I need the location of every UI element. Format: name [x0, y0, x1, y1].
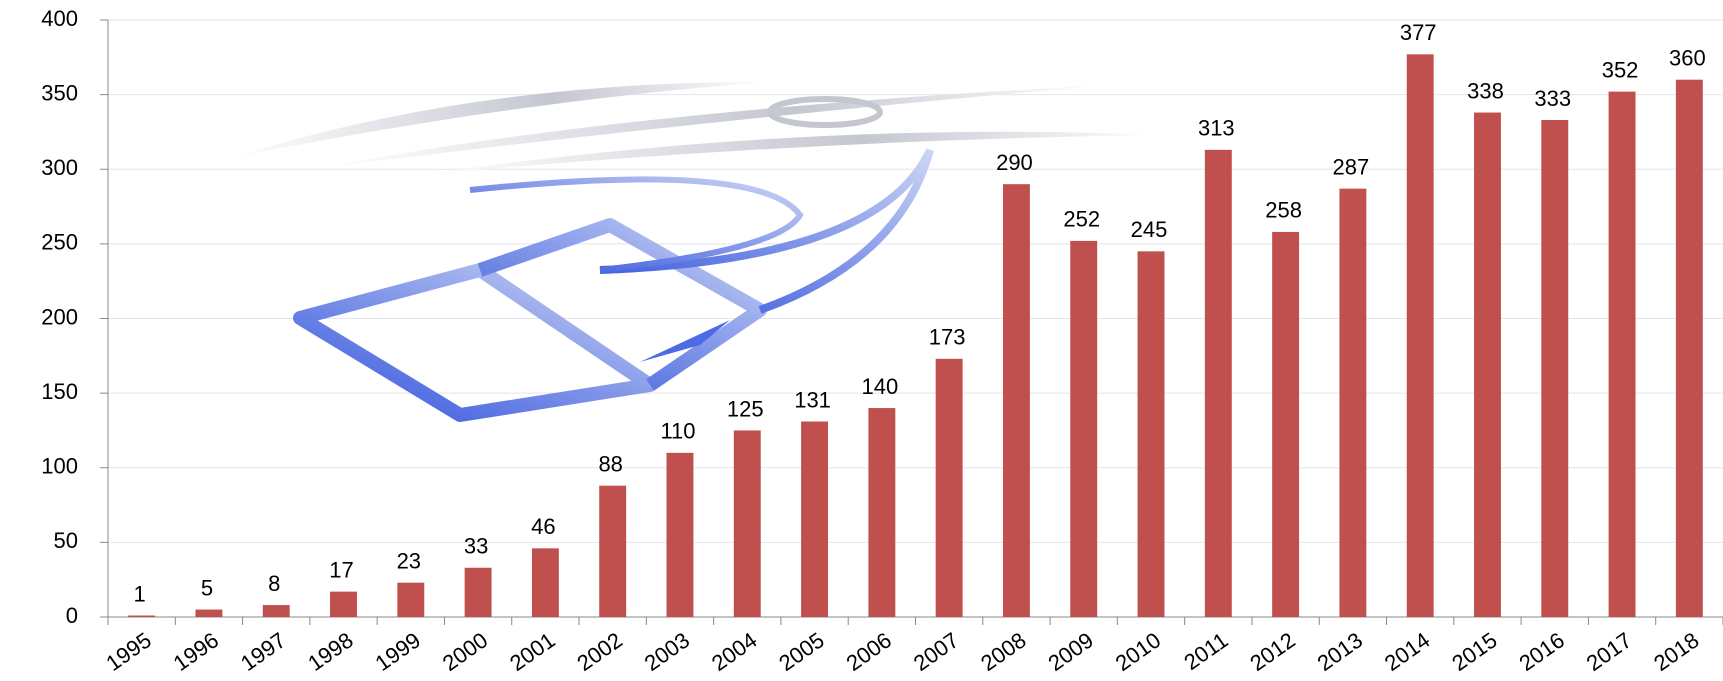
x-tick-label: 2017: [1582, 627, 1636, 676]
y-tick-label: 350: [41, 80, 78, 105]
x-tick-label: 2012: [1245, 627, 1299, 676]
data-label: 17: [329, 557, 353, 582]
data-label: 8: [268, 571, 280, 596]
data-label: 131: [794, 387, 831, 412]
data-label: 245: [1131, 217, 1168, 242]
bar: [801, 421, 829, 617]
x-tick-label: 2009: [1043, 627, 1097, 676]
bar: [531, 548, 559, 617]
data-label: 125: [727, 396, 764, 421]
bar: [262, 605, 290, 617]
bar: [330, 591, 357, 617]
bar: [733, 430, 761, 617]
y-tick-label: 300: [41, 155, 78, 180]
x-tick-label: 2003: [640, 627, 694, 676]
data-label: 173: [929, 325, 966, 350]
x-tick-label: 1995: [101, 627, 155, 676]
x-tick-label: 2011: [1179, 627, 1232, 675]
x-tick-label: 2013: [1313, 627, 1367, 676]
data-label: 352: [1602, 57, 1639, 82]
data-label: 252: [1063, 207, 1100, 232]
bar: [195, 609, 223, 617]
bar: [1675, 79, 1703, 617]
bar: [1474, 112, 1501, 617]
watermark-logo: [230, 81, 1160, 422]
y-tick-label: 250: [41, 230, 78, 255]
data-label: 313: [1198, 116, 1235, 141]
x-tick-label: 1998: [303, 627, 357, 676]
x-tick-label: 2010: [1111, 627, 1165, 676]
x-tick-label: 2008: [976, 627, 1030, 676]
bar: [1272, 231, 1300, 617]
x-tick-label: 2018: [1649, 627, 1703, 676]
data-label: 287: [1333, 154, 1370, 179]
data-label: 290: [996, 150, 1033, 175]
data-label: 33: [464, 534, 488, 559]
x-tick-label: 1997: [236, 627, 290, 676]
bar: [1137, 251, 1165, 617]
data-label: 23: [397, 548, 421, 573]
y-tick-label: 150: [41, 379, 78, 404]
x-tick-label: 2006: [842, 627, 896, 676]
bar: [1608, 91, 1636, 617]
bar: [1339, 188, 1367, 617]
data-label: 338: [1467, 78, 1504, 103]
data-label: 110: [660, 419, 695, 444]
x-tick-label: 2015: [1447, 627, 1501, 676]
data-label: 140: [861, 374, 898, 399]
bar: [1406, 54, 1434, 617]
x-tick-label: 2001: [505, 627, 559, 676]
data-label: 46: [531, 514, 555, 539]
x-tick-label: 1999: [371, 627, 425, 676]
bar: [599, 485, 627, 617]
bar: [935, 358, 963, 617]
data-label: 333: [1534, 86, 1571, 111]
x-tick-label: 2007: [909, 627, 963, 676]
bar: [666, 452, 694, 617]
y-tick-label: 0: [66, 603, 78, 628]
x-tick-label: 2005: [774, 627, 828, 676]
data-label: 88: [598, 451, 622, 476]
data-label: 377: [1400, 20, 1437, 45]
bar: [397, 582, 425, 617]
data-label: 258: [1265, 198, 1302, 223]
x-tick-label: 2004: [707, 627, 761, 676]
x-tick-label: 2000: [438, 627, 492, 676]
y-tick-label: 200: [41, 304, 78, 329]
x-tick-label: 2002: [572, 627, 626, 676]
y-tick-label: 400: [41, 6, 78, 31]
y-tick-label: 100: [41, 454, 78, 479]
bar: [128, 615, 156, 617]
bar: [1070, 240, 1098, 617]
bar: [1541, 119, 1569, 617]
data-label: 5: [201, 575, 213, 600]
bar: [1002, 184, 1030, 618]
data-label: 1: [134, 581, 146, 606]
x-tick-label: 2014: [1380, 627, 1434, 676]
bar: [464, 567, 492, 617]
y-tick-label: 50: [54, 528, 78, 553]
data-label: 360: [1669, 46, 1706, 71]
bar: [868, 408, 896, 617]
x-tick-label: 1996: [169, 627, 223, 676]
grid: [108, 19, 1723, 618]
x-tick-label: 2016: [1515, 627, 1569, 676]
bar: [1204, 149, 1232, 617]
